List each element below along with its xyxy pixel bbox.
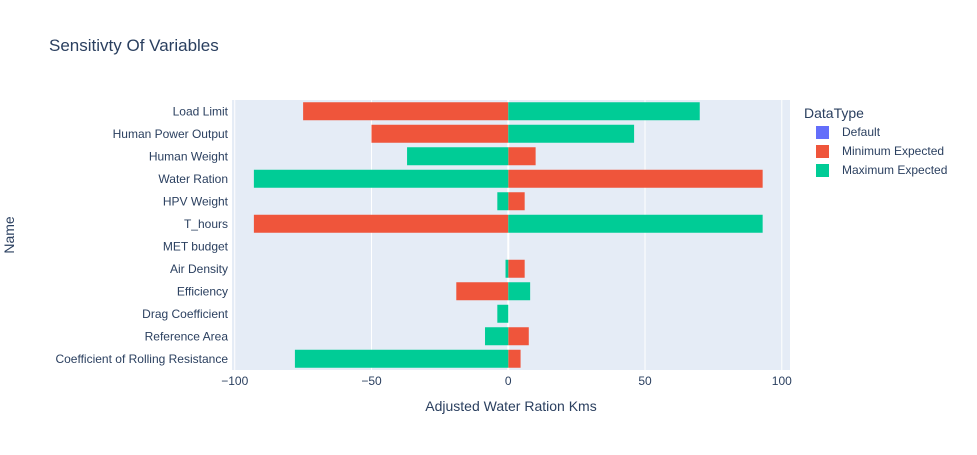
y-tick-label: Human Weight	[149, 149, 229, 163]
bar-minimum-expected[interactable]	[508, 259, 525, 278]
bar-minimum-expected[interactable]	[508, 169, 763, 188]
y-tick-label: Load Limit	[173, 104, 229, 118]
bar-minimum-expected[interactable]	[508, 147, 536, 166]
y-tick-label: Coefficient of Rolling Resistance	[55, 352, 228, 366]
y-tick-label: T_hours	[184, 217, 228, 231]
y-tick-label: MET budget	[163, 239, 229, 253]
y-tick-label: Drag Coefficient	[142, 307, 228, 321]
bar-maximum-expected[interactable]	[508, 102, 700, 121]
y-tick-labels: Load Limit Human Power Output Human Weight…	[55, 104, 228, 366]
y-tick-label: Reference Area	[145, 329, 229, 343]
legend-label-minimum-expected[interactable]: Minimum Expected	[842, 144, 944, 158]
bar-minimum-expected[interactable]	[508, 349, 521, 368]
bar-maximum-expected[interactable]	[485, 327, 509, 346]
chart-title: Sensitivty Of Variables	[49, 36, 219, 55]
legend-swatch-maximum-expected[interactable]	[816, 164, 829, 177]
legend[interactable]: DataType Default Minimum Expected Maximum …	[804, 105, 947, 177]
legend-label-maximum-expected[interactable]: Maximum Expected	[842, 163, 947, 177]
bars-layer	[253, 102, 763, 368]
y-tick-label: Human Power Output	[113, 127, 229, 141]
x-tick-label: 100	[772, 374, 792, 388]
x-tick-label: 0	[505, 374, 512, 388]
x-tick-label: −50	[361, 374, 382, 388]
bar-minimum-expected[interactable]	[508, 192, 525, 211]
bar-maximum-expected[interactable]	[253, 169, 509, 188]
bar-maximum-expected[interactable]	[508, 282, 531, 301]
bar-minimum-expected[interactable]	[508, 327, 529, 346]
plot-area	[232, 100, 790, 370]
legend-swatch-default[interactable]	[816, 126, 829, 139]
bar-maximum-expected[interactable]	[497, 304, 509, 323]
x-tick-labels: −100 −50 0 50 100	[221, 374, 792, 388]
bar-minimum-expected[interactable]	[253, 214, 509, 233]
y-tick-label: Air Density	[170, 262, 228, 276]
bar-minimum-expected[interactable]	[456, 282, 509, 301]
y-tick-label: Efficiency	[177, 284, 228, 298]
bar-maximum-expected[interactable]	[508, 124, 635, 143]
bar-maximum-expected[interactable]	[505, 259, 509, 278]
legend-swatch-minimum-expected[interactable]	[816, 145, 829, 158]
x-axis-title: Adjusted Water Ration Kms	[425, 398, 596, 414]
grid-layer	[234, 100, 783, 370]
y-tick-label: Water Ration	[158, 172, 228, 186]
bar-maximum-expected[interactable]	[508, 214, 763, 233]
y-tick-label: HPV Weight	[163, 194, 229, 208]
x-tick-label: 50	[638, 374, 652, 388]
bar-minimum-expected[interactable]	[303, 102, 509, 121]
bar-minimum-expected[interactable]	[371, 124, 509, 143]
y-axis-title: Name	[1, 216, 17, 254]
legend-title: DataType	[804, 105, 864, 121]
x-tick-label: −100	[221, 374, 248, 388]
bar-maximum-expected[interactable]	[294, 349, 509, 368]
legend-label-default[interactable]: Default	[842, 125, 881, 139]
bar-maximum-expected[interactable]	[497, 192, 509, 211]
bar-maximum-expected[interactable]	[407, 147, 509, 166]
